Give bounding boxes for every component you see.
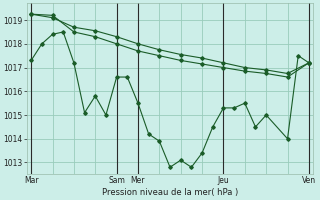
X-axis label: Pression niveau de la mer( hPa ): Pression niveau de la mer( hPa ) [102, 188, 238, 197]
